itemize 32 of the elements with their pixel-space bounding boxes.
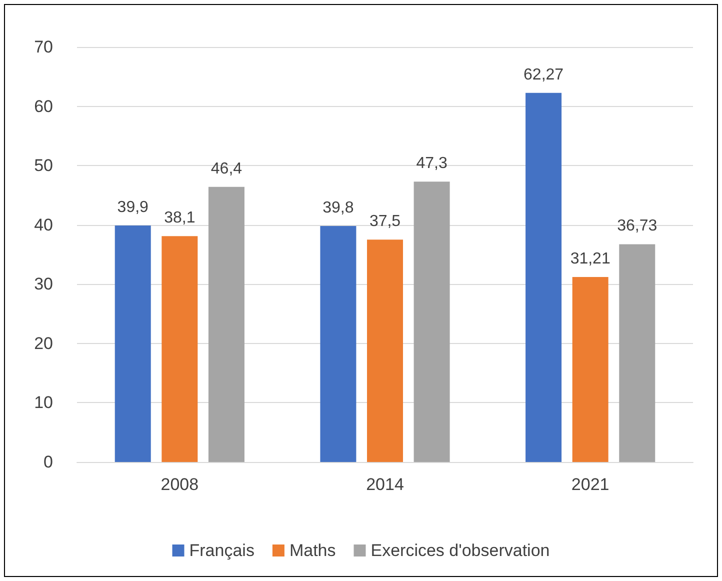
data-label: 31,21 <box>570 250 610 268</box>
bar <box>208 186 244 462</box>
x-tick-label: 2021 <box>571 475 610 494</box>
data-label: 39,9 <box>117 198 149 216</box>
y-tick-label: 20 <box>34 334 53 353</box>
bar <box>367 240 403 462</box>
y-tick-label: 50 <box>34 156 53 176</box>
y-tick-label: 30 <box>34 274 53 294</box>
x-tick-label: 2014 <box>366 475 404 494</box>
bar <box>114 225 151 462</box>
bar <box>619 244 656 462</box>
x-tick-label: 2008 <box>160 475 199 494</box>
bar <box>526 92 562 462</box>
y-tick-label: 10 <box>34 393 53 412</box>
legend-label: Maths <box>289 541 336 560</box>
data-label: 46,4 <box>210 160 242 178</box>
data-label: 36,73 <box>617 218 658 235</box>
bar <box>320 226 356 462</box>
y-tick-label: 0 <box>44 452 53 472</box>
data-label: 38,1 <box>164 210 196 227</box>
legend-label: Exercices d'observation <box>370 541 550 560</box>
bar <box>414 182 450 462</box>
bar <box>572 276 608 462</box>
y-tick-label: 70 <box>34 38 53 56</box>
y-tick-label: 60 <box>34 96 53 116</box>
bar <box>162 236 198 462</box>
data-label: 62,27 <box>524 66 564 84</box>
data-label: 47,3 <box>416 155 448 172</box>
data-label: 39,8 <box>322 200 354 217</box>
legend-label: Français <box>189 541 254 560</box>
data-label: 37,5 <box>369 213 401 230</box>
y-tick-label: 40 <box>34 215 53 234</box>
